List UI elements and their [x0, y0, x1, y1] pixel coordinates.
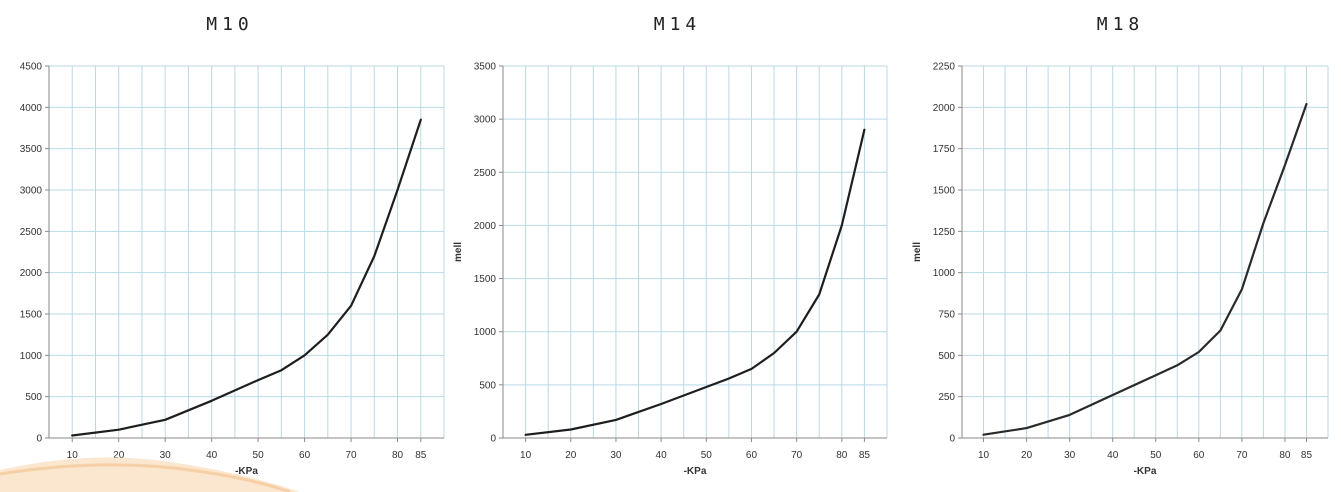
y-tick-label: 1500	[933, 186, 956, 197]
x-tick-label: 20	[1021, 450, 1033, 461]
y-tick-label: 3500	[20, 144, 43, 155]
x-tick-label: 20	[113, 450, 125, 461]
y-tick-label: 1250	[933, 227, 956, 238]
x-tick-label: 50	[1150, 450, 1162, 461]
line-chart-m18: 0 250 500 750 1000 1250 1500 1750 2000 2250 10 20 30…	[912, 62, 1329, 477]
x-tick-label: 70	[791, 450, 803, 461]
y-tick-label: 250	[938, 392, 955, 403]
x-tick-label: 40	[206, 450, 218, 461]
x-tick-label: 85	[1301, 450, 1313, 461]
y-tick-label: 2500	[474, 168, 497, 179]
x-tick-label: 80	[1279, 450, 1291, 461]
y-axis-title: mell	[453, 242, 464, 262]
x-tick-label: 50	[701, 450, 713, 461]
y-tick-label: 2000	[20, 268, 43, 279]
x-axis-title: -KPa	[235, 466, 258, 477]
x-tick-label: 70	[345, 450, 357, 461]
x-tick-label: 60	[1193, 450, 1205, 461]
y-tick-label: 500	[25, 392, 42, 403]
y-tick-label: 1500	[20, 310, 43, 321]
y-tick-label: 2250	[933, 62, 956, 73]
x-tick-label: 80	[392, 450, 404, 461]
x-tick-label: 80	[836, 450, 848, 461]
y-tick-label: 2500	[20, 227, 43, 238]
y-tick-label: 0	[949, 434, 955, 445]
y-axis-title: mell	[912, 242, 923, 262]
y-tick-label: 500	[479, 380, 496, 391]
x-tick-label: 50	[253, 450, 265, 461]
y-tick-label: 1000	[933, 268, 956, 279]
x-tick-label: 70	[1236, 450, 1248, 461]
y-tick-label: 750	[938, 310, 955, 321]
x-tick-label: 60	[299, 450, 311, 461]
y-tick-label: 4000	[20, 103, 43, 114]
chart-panel-m18: M18 0 250 500 750 1000 1250 1500 1750 2000 2250 10…	[900, 0, 1341, 492]
y-tick-label: 3500	[474, 62, 497, 73]
x-tick-label: 40	[656, 450, 668, 461]
x-tick-label: 85	[859, 450, 871, 461]
x-tick-label: 30	[1064, 450, 1076, 461]
x-axis-title: -KPa	[684, 466, 707, 477]
y-tick-label: 0	[490, 434, 496, 445]
chart-panel-m10: M10 0 500 1000 1500 2000 2500 3000 3500 4000 4500…	[0, 0, 460, 492]
chart-title-m10: M10	[206, 14, 254, 35]
x-tick-label: 85	[415, 450, 427, 461]
y-tick-label: 1000	[474, 327, 497, 338]
x-axis-title: -KPa	[1134, 466, 1157, 477]
decorative-swoosh	[0, 457, 300, 492]
x-tick-label: 30	[610, 450, 622, 461]
y-tick-label: 3000	[474, 115, 497, 126]
x-tick-label: 20	[565, 450, 577, 461]
y-tick-label: 500	[938, 351, 955, 362]
y-tick-label: 2000	[933, 103, 956, 114]
y-tick-label: 2000	[474, 221, 497, 232]
y-tick-label: 1500	[474, 274, 497, 285]
chart-title-m18: M18	[1096, 14, 1145, 35]
y-tick-label: 1000	[20, 351, 43, 362]
line-chart-m10: 0 500 1000 1500 2000 2500 3000 3500 4000 4500 10 20…	[20, 62, 445, 477]
x-tick-label: 30	[160, 450, 172, 461]
chart-panel-m14: M14 0 500 1000 1500 2000 2500 3000 3500 10 20 30 40…	[453, 0, 900, 492]
y-tick-label: 3000	[20, 186, 43, 197]
series-line	[71, 118, 422, 437]
x-tick-label: 10	[67, 450, 79, 461]
x-tick-label: 40	[1107, 450, 1119, 461]
x-tick-label: 10	[520, 450, 532, 461]
series-line	[524, 128, 866, 436]
y-tick-label: 4500	[20, 62, 43, 73]
line-chart-m14: 0 500 1000 1500 2000 2500 3000 3500 10 20 30 40 50 60…	[453, 62, 888, 477]
y-tick-label: 0	[36, 434, 42, 445]
series-line	[982, 102, 1308, 436]
x-tick-label: 10	[978, 450, 990, 461]
chart-title-m14: M14	[653, 14, 702, 35]
x-tick-label: 60	[746, 450, 758, 461]
y-tick-label: 1750	[933, 144, 956, 155]
